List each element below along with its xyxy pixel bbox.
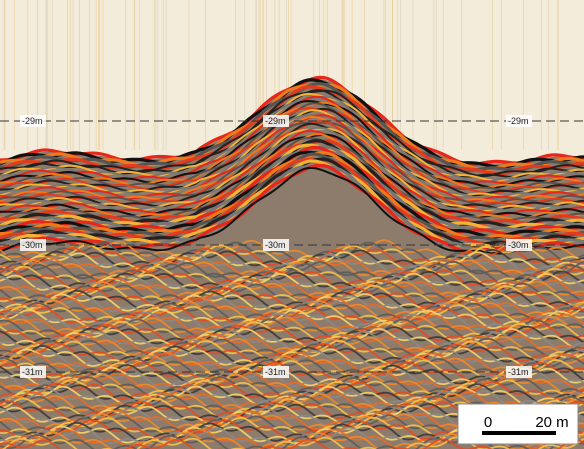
reflector bbox=[0, 294, 584, 317]
depth-label-box bbox=[506, 366, 532, 378]
reflector bbox=[0, 380, 584, 403]
reflector bbox=[2, 436, 584, 449]
depth-label: -31m bbox=[22, 367, 43, 377]
reflector bbox=[0, 287, 584, 309]
reflector bbox=[0, 253, 584, 276]
reflector bbox=[0, 299, 584, 321]
reflector bbox=[0, 438, 584, 449]
reflector bbox=[0, 327, 584, 350]
reflectors bbox=[0, 75, 584, 449]
scale-start: 0 bbox=[484, 414, 492, 431]
reflector bbox=[0, 368, 584, 390]
reflector bbox=[0, 339, 584, 362]
depth-label: -31m bbox=[508, 367, 529, 377]
reflector bbox=[0, 248, 584, 271]
depth-label: -30m bbox=[508, 240, 529, 250]
reflector bbox=[0, 325, 584, 348]
reflector bbox=[0, 121, 584, 206]
depth-label-box bbox=[20, 115, 46, 127]
reflector bbox=[0, 268, 584, 290]
reflector bbox=[0, 318, 584, 341]
reflector bbox=[0, 259, 584, 280]
reflector bbox=[0, 275, 584, 297]
reflector bbox=[0, 306, 584, 329]
scale-bar: 0 20 m bbox=[457, 403, 579, 445]
depth-label-box bbox=[263, 366, 289, 378]
depth-label-box bbox=[263, 115, 289, 127]
depth-label: -31m bbox=[265, 367, 286, 377]
reflector bbox=[0, 345, 584, 367]
scale-line bbox=[482, 431, 556, 435]
water-column-noise bbox=[3, 0, 559, 150]
scale-end: 20 m bbox=[535, 414, 568, 431]
depth-label: -30m bbox=[22, 240, 43, 250]
reflector bbox=[0, 114, 584, 203]
reflector bbox=[0, 263, 584, 285]
depth-label-box bbox=[20, 366, 46, 378]
reflector bbox=[0, 129, 584, 216]
depth-label: -29m bbox=[22, 116, 43, 126]
reflector bbox=[0, 296, 584, 319]
depth-overlay: -29m -29m -29m -30m -30m -30m -31m -31m -31m bbox=[0, 115, 584, 378]
depth-label: -30m bbox=[265, 240, 286, 250]
depth-label-box bbox=[263, 239, 289, 251]
reflector bbox=[0, 347, 584, 369]
reflector bbox=[0, 95, 584, 185]
reflector bbox=[0, 385, 584, 408]
reflector bbox=[0, 85, 584, 176]
depth-label-box bbox=[506, 115, 532, 127]
reflector bbox=[0, 391, 584, 412]
scale-box bbox=[457, 403, 579, 445]
depth-label: -29m bbox=[265, 116, 286, 126]
depth-label: -29m bbox=[508, 116, 529, 126]
depth-label-box bbox=[20, 239, 46, 251]
depth-label-box bbox=[506, 239, 532, 251]
